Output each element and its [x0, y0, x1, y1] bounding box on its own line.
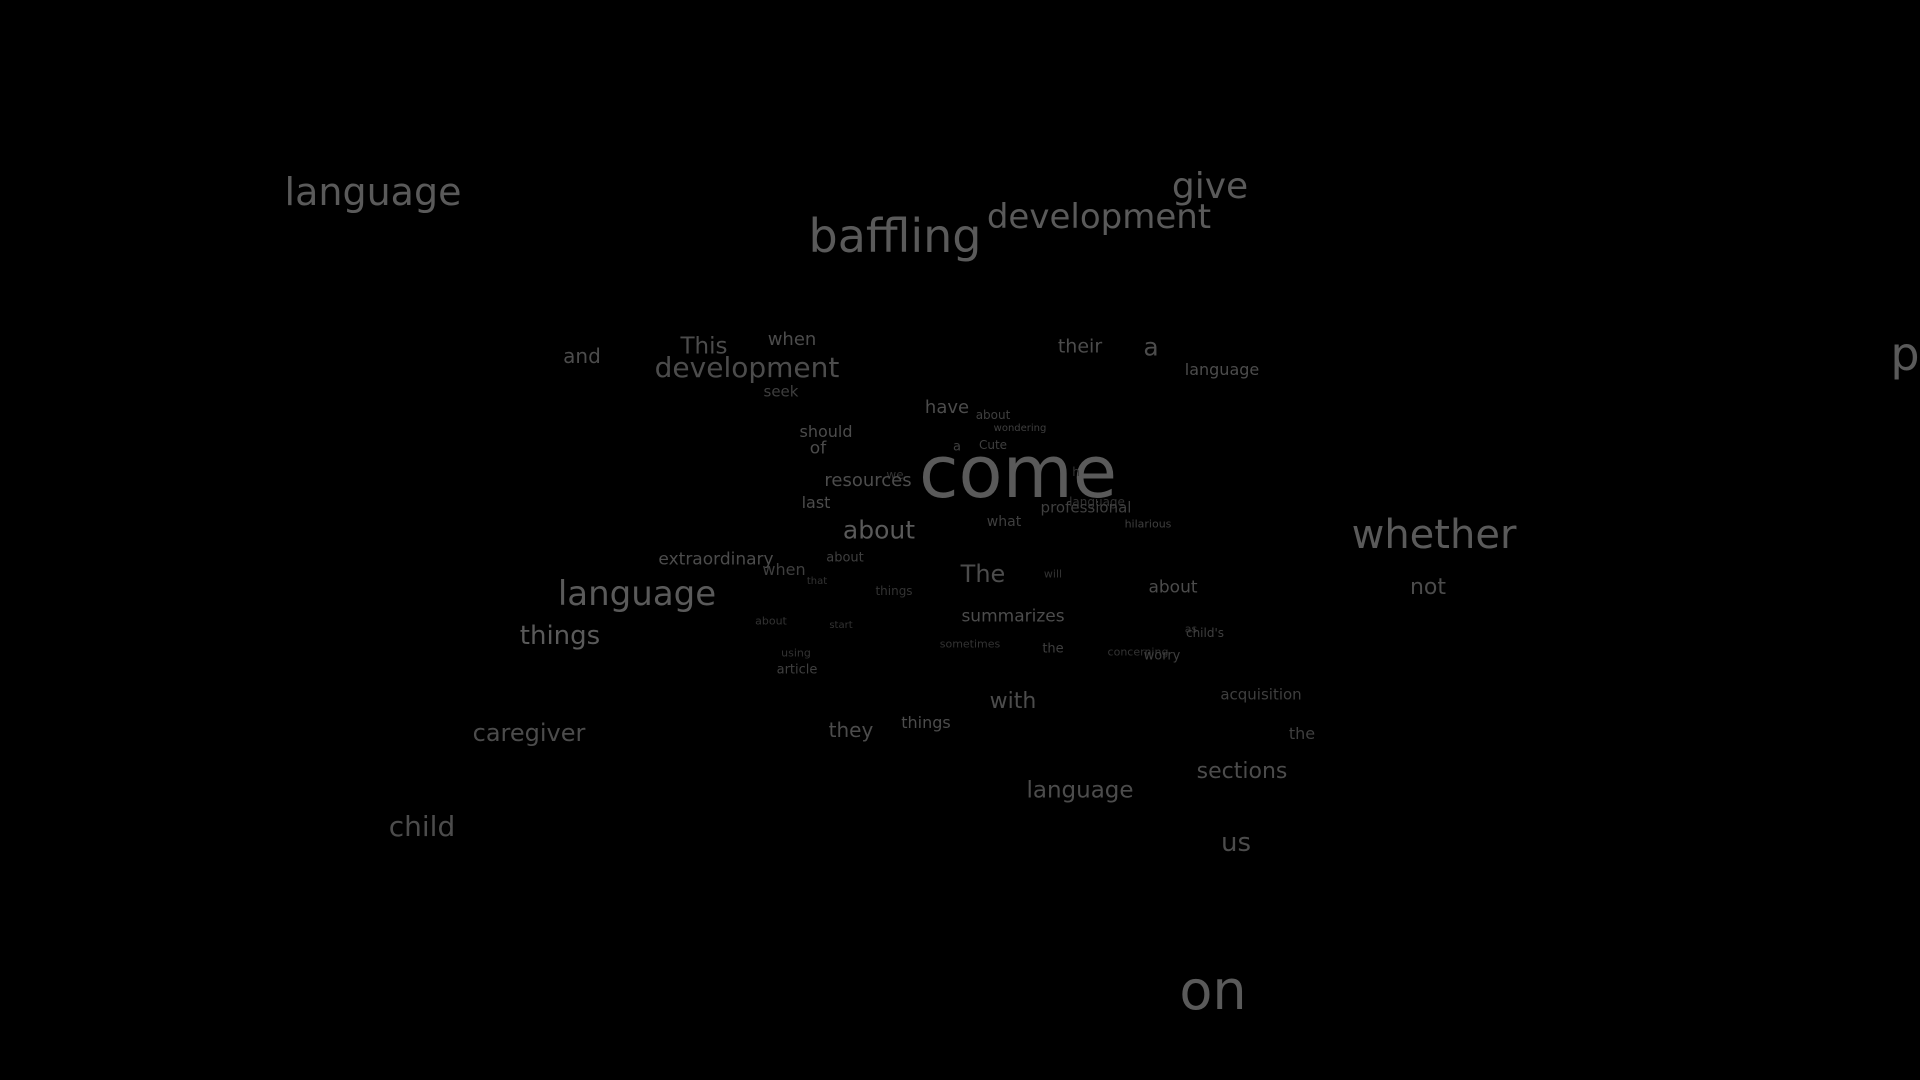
cloud-word: child's	[1185, 626, 1225, 640]
cloud-word: will	[1043, 567, 1063, 581]
cloud-word: the	[1042, 641, 1064, 657]
cloud-word: not	[1409, 575, 1447, 600]
cloud-word: with	[989, 689, 1037, 714]
cloud-word: things	[519, 621, 601, 651]
cloud-word: language	[284, 170, 462, 214]
cloud-word: wondering	[993, 423, 1047, 434]
cloud-word: development	[654, 351, 840, 384]
cloud-word: about	[1148, 577, 1198, 598]
cloud-word: The	[960, 560, 1006, 588]
cloud-word: about	[826, 550, 864, 566]
cloud-word: give	[1171, 166, 1249, 207]
cloud-word: summarizes	[961, 606, 1065, 627]
cloud-word: we	[886, 468, 904, 482]
cloud-word: development	[986, 197, 1212, 237]
cloud-word: caregiver	[472, 719, 586, 747]
cloud-word: things	[875, 584, 913, 598]
cloud-word: h	[1072, 465, 1080, 479]
cloud-word: language	[557, 574, 717, 614]
cloud-word: a	[953, 439, 961, 455]
cloud-word: hilarious	[1124, 517, 1172, 531]
cloud-word: whether	[1351, 512, 1517, 558]
cloud-word: child	[388, 810, 456, 843]
cloud-word: that	[806, 576, 828, 587]
cloud-word: using	[781, 646, 811, 660]
cloud-word: a	[1143, 332, 1159, 362]
cloud-word: Cute	[978, 438, 1008, 452]
cloud-word: sometimes	[939, 637, 1001, 651]
cloud-word: they	[828, 718, 874, 742]
cloud-word: of	[809, 438, 827, 459]
cloud-word: things	[901, 713, 951, 732]
cloud-word: extraordinary	[658, 549, 774, 570]
cloud-word: acquisition	[1220, 685, 1302, 704]
cloud-word: about	[842, 515, 916, 545]
cloud-word: This	[680, 333, 728, 360]
cloud-word: language	[1026, 777, 1134, 804]
cloud-word: should	[799, 422, 853, 441]
cloud-word: start	[829, 620, 853, 631]
cloud-word: language	[1069, 495, 1125, 509]
cloud-word: come	[918, 430, 1118, 514]
cloud-word: the	[1288, 724, 1316, 743]
cloud-word: p	[1890, 327, 1920, 381]
cloud-word: about	[975, 408, 1011, 422]
cloud-word: language	[1184, 360, 1260, 379]
cloud-word: when	[767, 329, 817, 350]
cloud-word: on	[1179, 959, 1247, 1022]
cloud-word: professional	[1040, 498, 1132, 517]
cloud-word: worry	[1143, 648, 1181, 664]
cloud-word: have	[924, 397, 970, 418]
cloud-word: seek	[763, 382, 799, 401]
cloud-word: when	[762, 560, 806, 579]
cloud-word: article	[776, 662, 818, 678]
cloud-word: what	[986, 514, 1022, 530]
cloud-word: and	[563, 344, 601, 368]
cloud-word: their	[1057, 335, 1103, 358]
cloud-word: baffling	[808, 209, 982, 263]
cloud-word: last	[801, 493, 831, 512]
cloud-word: about	[755, 614, 787, 628]
cloud-word: resources	[824, 470, 912, 491]
cloud-word: concerning	[1107, 645, 1169, 659]
cloud-word: us	[1220, 828, 1252, 858]
cloud-word: sections	[1196, 759, 1288, 784]
cloud-word: as	[1184, 622, 1198, 636]
